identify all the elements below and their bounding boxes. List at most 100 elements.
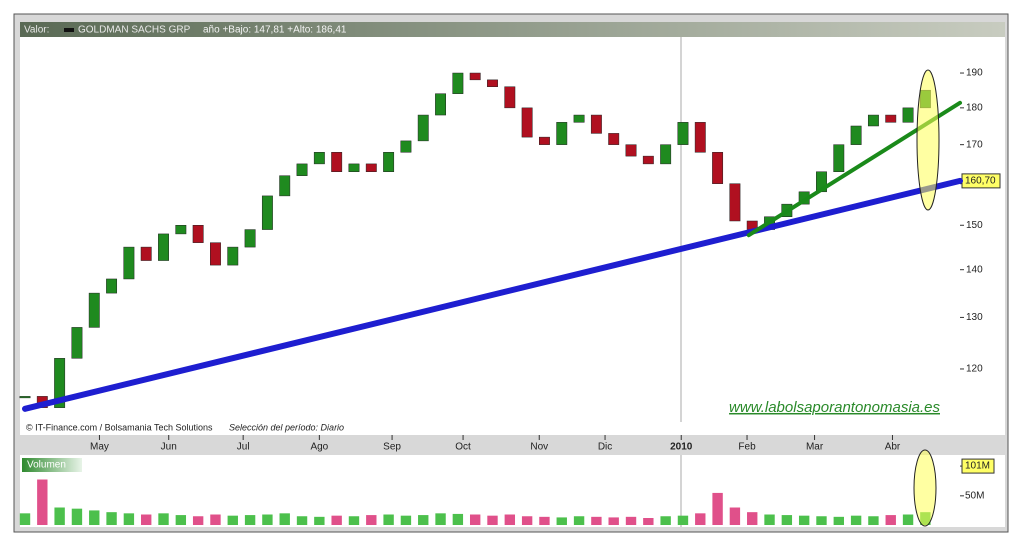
volume-bar (262, 514, 273, 525)
candle (590, 114, 602, 134)
volume-bar (71, 508, 83, 525)
volume-bar (521, 516, 533, 525)
candle (833, 144, 845, 172)
candle (158, 233, 169, 261)
x-tick-label: Nov (530, 442, 548, 453)
candle (261, 195, 273, 230)
volume-bar (89, 510, 100, 525)
volume-bar (331, 515, 342, 525)
x-tick-label: May (90, 442, 109, 453)
y-tick-label: 120 (966, 364, 983, 375)
volume-panel (20, 455, 960, 527)
volume-bar (296, 516, 308, 525)
volume-bar (677, 515, 689, 525)
volume-bar (192, 516, 204, 525)
candle (417, 114, 429, 142)
candle (504, 86, 516, 109)
volume-bar (158, 513, 169, 525)
period: Selección del período: Diario (229, 422, 344, 432)
volume-bar (816, 516, 827, 525)
candle (331, 152, 343, 172)
volume-bar (539, 516, 550, 525)
volume-last-box (961, 458, 995, 474)
x-tick-label: Ago (310, 442, 328, 453)
candle (850, 125, 862, 145)
volume-bar (591, 516, 602, 525)
price-axis-panel (960, 37, 1005, 435)
volume-bar (487, 515, 498, 525)
volume-bar (175, 515, 187, 525)
candle (175, 225, 187, 235)
y-tick-label: 150 (966, 220, 983, 231)
candle (210, 242, 221, 266)
candle (88, 292, 100, 328)
volume-bar (469, 514, 481, 525)
header-icon (64, 28, 74, 32)
header-name: GOLDMAN SACHS GRP (78, 25, 191, 36)
volume-bar (37, 479, 48, 525)
x-tick-label: Abr (885, 442, 901, 453)
x-tick-label: Mar (806, 442, 824, 453)
volume-bar (504, 514, 516, 525)
volume-bar (141, 514, 152, 525)
watermark: www.labolsaporantonomasia.es (729, 399, 940, 416)
volume-bar (227, 515, 238, 525)
candle (885, 114, 897, 123)
highlight-ellipse (916, 69, 940, 211)
volume-bar (400, 515, 412, 525)
candle (469, 72, 481, 81)
volume-bar (452, 513, 464, 525)
candle (383, 152, 395, 172)
y-tick-label: 170 (966, 139, 983, 150)
volume-bar (747, 512, 758, 525)
candle (71, 327, 83, 359)
volume-bar (712, 492, 723, 525)
highlight-ellipse (913, 449, 937, 527)
volume-bar (695, 513, 706, 525)
candle (19, 396, 31, 399)
candle (902, 107, 914, 123)
last-price-label: 160,70 (965, 176, 996, 187)
candle (54, 358, 66, 408)
candle (106, 278, 118, 294)
candle (642, 155, 654, 165)
x-tick-label: Jul (237, 442, 250, 453)
candle (140, 246, 152, 261)
volume-bar (643, 518, 654, 525)
x-tick-label: Jun (161, 442, 177, 453)
volume-bar (608, 517, 619, 525)
price-panel (20, 37, 960, 435)
candle (400, 140, 412, 153)
candle (660, 144, 672, 165)
x-tick-label: Oct (455, 442, 471, 453)
volume-bar (383, 514, 394, 525)
volume-bar (660, 516, 671, 525)
volume-bar (868, 516, 879, 525)
volume-y-tick-label: 50M (965, 490, 984, 501)
candle (625, 144, 637, 157)
volume-bar (279, 513, 290, 525)
candle (539, 136, 550, 145)
candle (487, 79, 498, 87)
y-tick-label: 180 (966, 102, 983, 113)
candle (677, 122, 689, 145)
volume-bar (850, 515, 862, 525)
volume-bar (418, 515, 429, 525)
volume-bar (123, 513, 135, 525)
volume-bar (833, 516, 844, 525)
candle (192, 225, 204, 243)
volume-label: Volumen (27, 460, 66, 471)
candle (729, 183, 741, 222)
x-tick-label: Sep (383, 442, 401, 453)
candle (244, 229, 256, 248)
trendline (22, 177, 963, 412)
candle (452, 72, 464, 94)
candle (573, 114, 585, 123)
volume-bar (556, 517, 567, 525)
volume-bar (314, 516, 325, 525)
volume-bar (885, 515, 896, 525)
candle (123, 246, 135, 280)
header-range: año +Bajo: 147,81 +Alto: 186,41 (203, 25, 347, 36)
volume-bar (729, 507, 741, 525)
